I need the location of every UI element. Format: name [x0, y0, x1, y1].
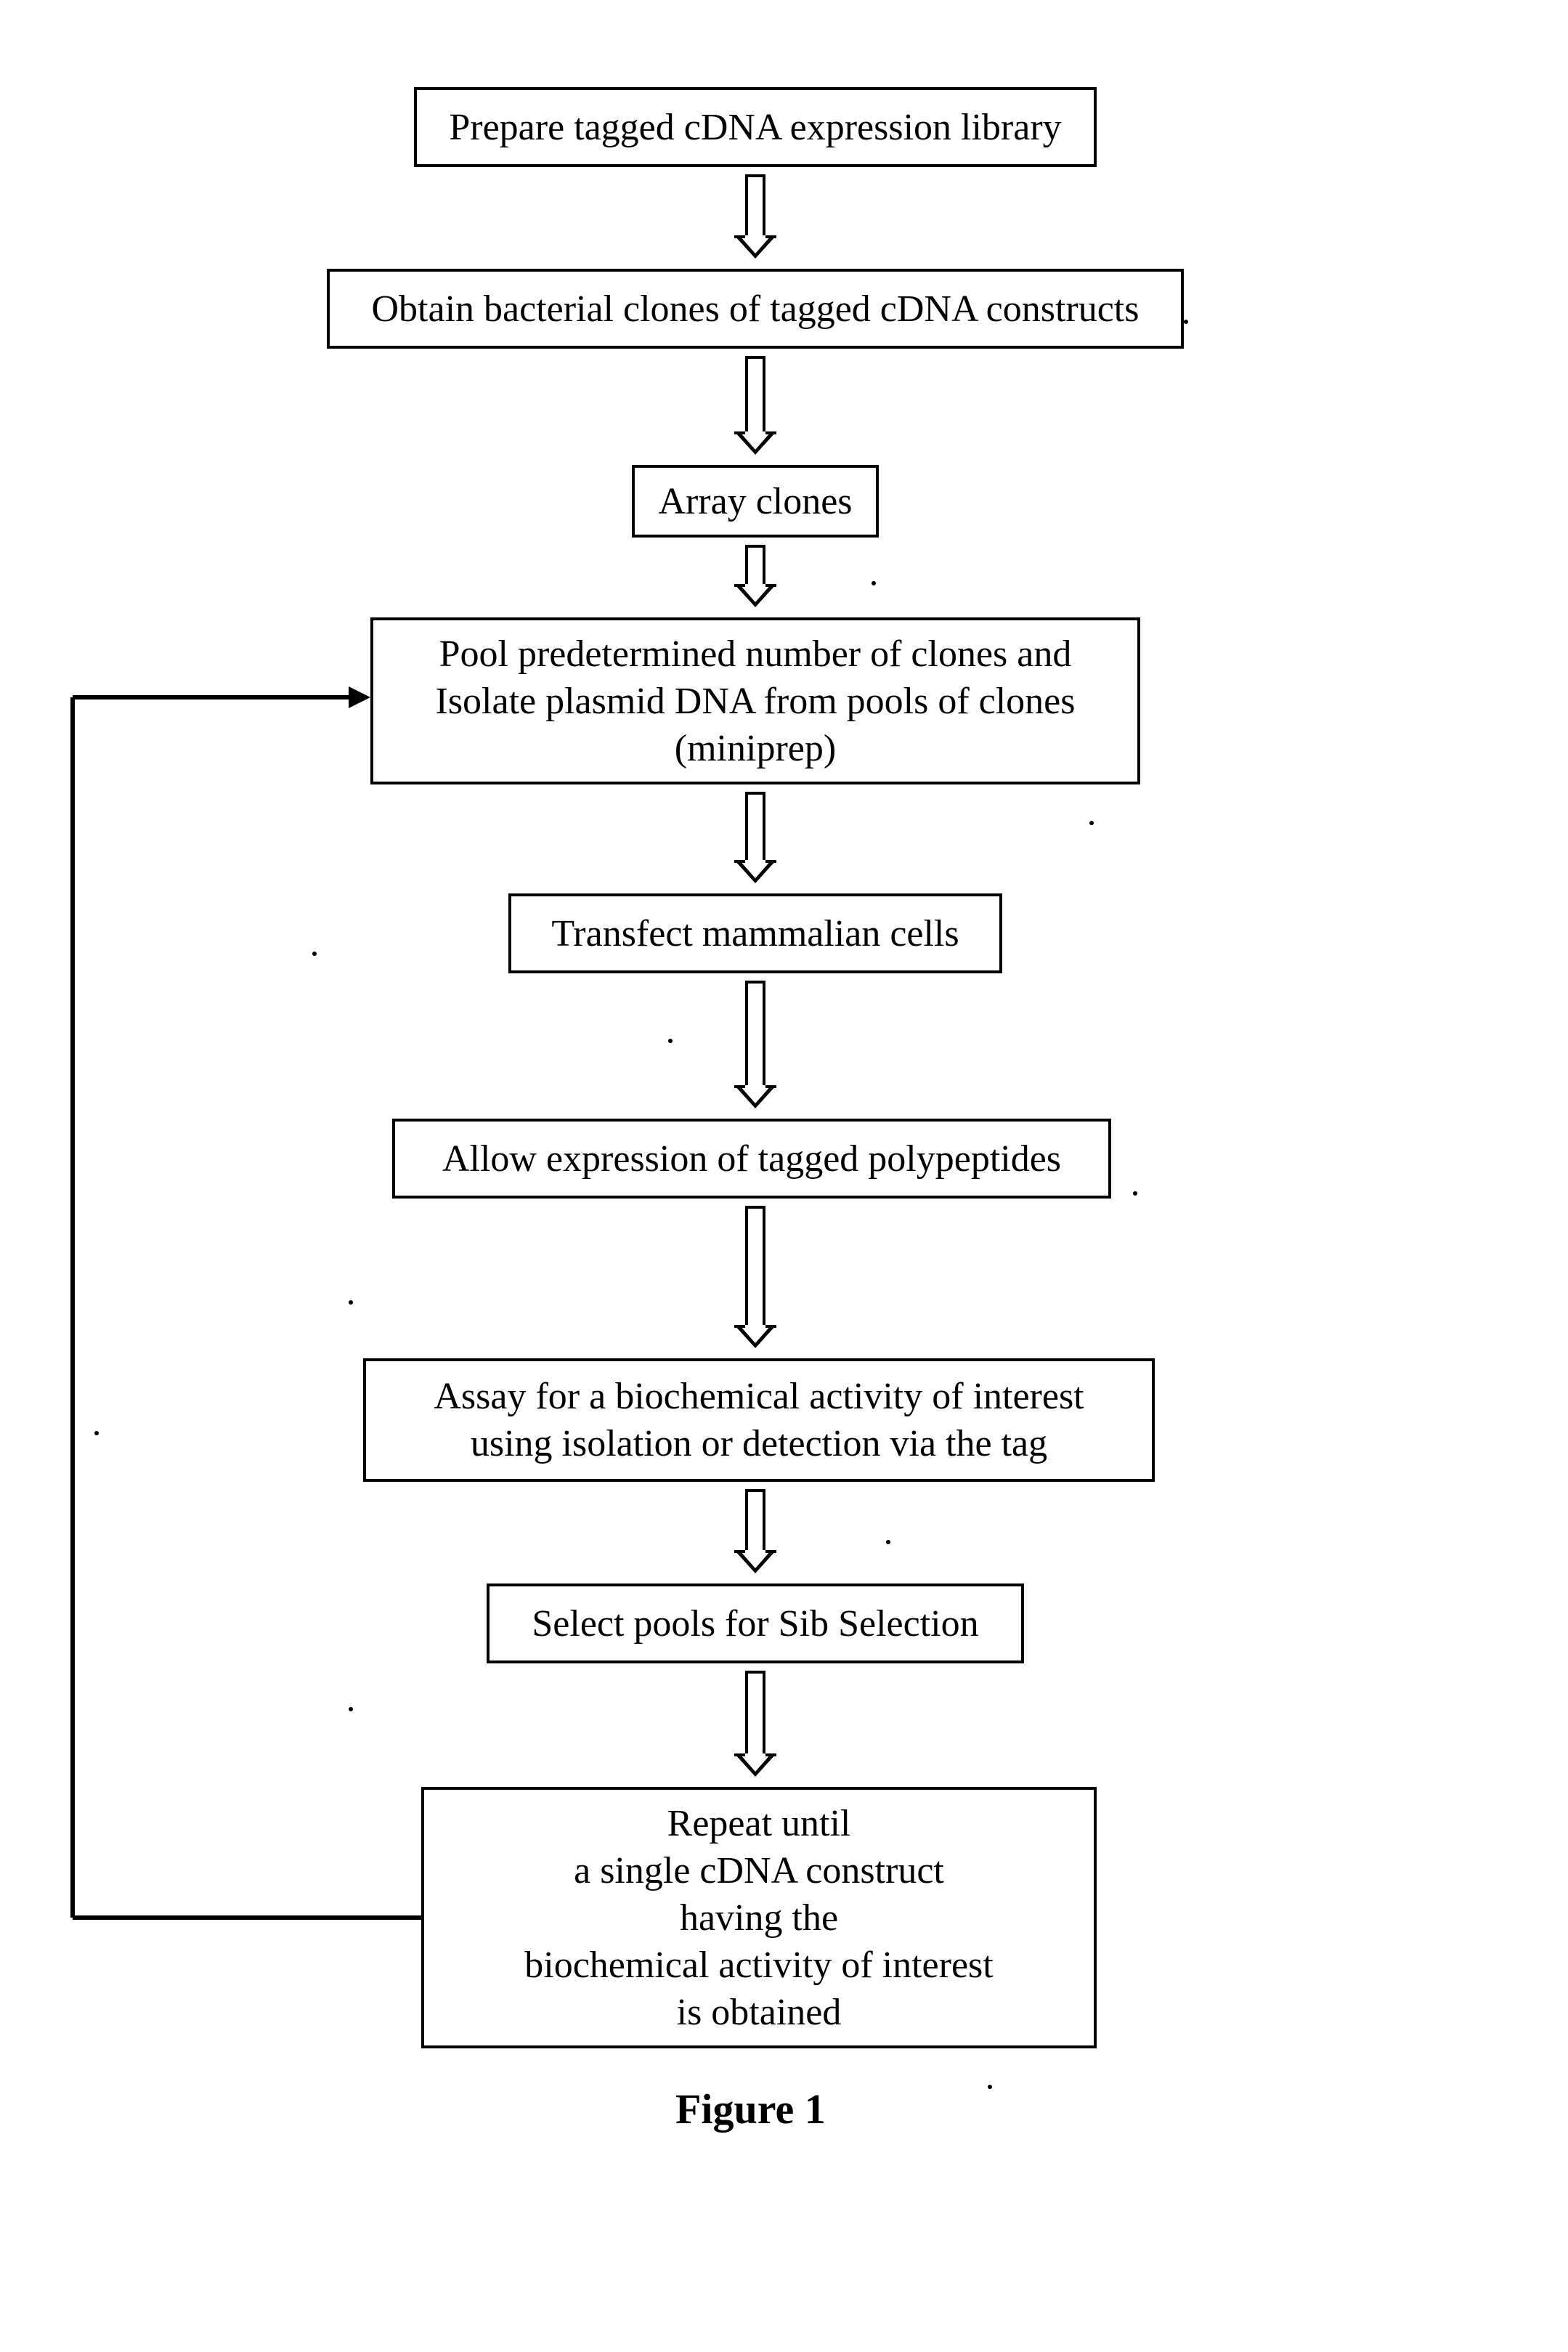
scan-speckle [349, 1300, 353, 1305]
flow-node-n7: Assay for a biochemical activity of inte… [363, 1358, 1155, 1482]
flow-node-label: Assay for a biochemical activity of inte… [434, 1373, 1084, 1467]
flow-node-n2: Obtain bacterial clones of tagged cDNA c… [327, 269, 1184, 349]
flow-node-label: Obtain bacterial clones of tagged cDNA c… [372, 285, 1140, 333]
flow-node-label: Prepare tagged cDNA expression library [449, 104, 1061, 151]
flow-node-n8: Select pools for Sib Selection [487, 1583, 1024, 1663]
scan-speckle [1133, 1191, 1137, 1196]
flow-node-n1: Prepare tagged cDNA expression library [414, 87, 1097, 167]
flow-node-n4: Pool predetermined number of clones and … [370, 617, 1140, 784]
scan-speckle [312, 952, 317, 956]
flow-node-n3: Array clones [632, 465, 879, 538]
scan-speckle [94, 1431, 99, 1435]
scan-speckle [1089, 821, 1094, 825]
flow-node-label: Transfect mammalian cells [551, 910, 959, 957]
flow-node-label: Array clones [658, 478, 852, 525]
scan-speckle [349, 1707, 353, 1711]
scan-speckle [668, 1039, 673, 1043]
page: Prepare tagged cDNA expression library O… [0, 0, 1568, 2352]
scan-speckle [988, 2085, 992, 2089]
scan-speckle [886, 1540, 890, 1544]
flow-node-n5: Transfect mammalian cells [508, 893, 1002, 973]
scan-speckle [1184, 320, 1188, 324]
figure-caption: Figure 1 [675, 2085, 826, 2133]
scan-speckle [872, 581, 876, 585]
flow-node-label: Repeat until a single cDNA construct hav… [524, 1800, 993, 2036]
flow-node-label: Select pools for Sib Selection [532, 1600, 978, 1647]
flow-node-n6: Allow expression of tagged polypeptides [392, 1119, 1111, 1199]
flow-node-n9: Repeat until a single cDNA construct hav… [421, 1787, 1097, 2048]
flow-node-label: Pool predetermined number of clones and … [436, 630, 1076, 772]
figure-caption-text: Figure 1 [675, 2085, 826, 2133]
flow-node-label: Allow expression of tagged polypeptides [442, 1135, 1061, 1183]
